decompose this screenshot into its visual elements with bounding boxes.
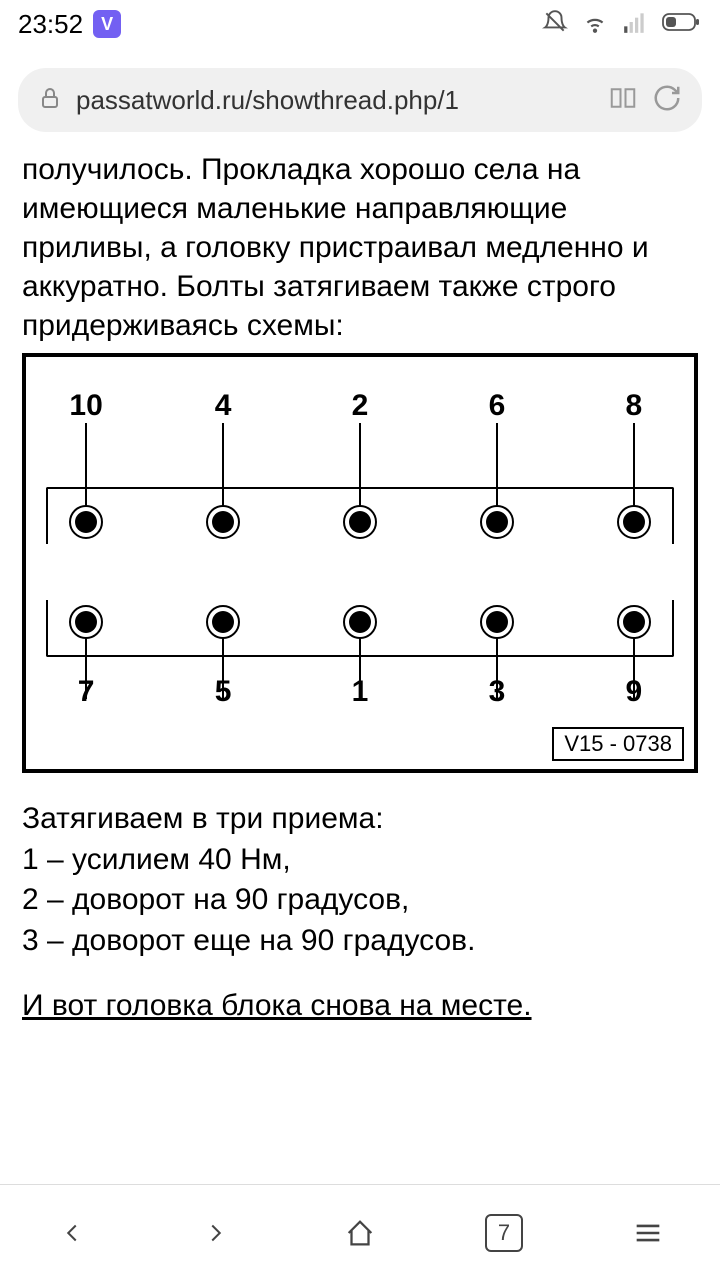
status-bar: 23:52 V (0, 0, 720, 48)
status-right (542, 9, 702, 40)
diagram-code: V15 - 0738 (552, 727, 684, 761)
leader-line (222, 423, 224, 507)
lock-icon (38, 86, 62, 115)
menu-button[interactable] (626, 1211, 670, 1255)
bolt-5 (206, 605, 240, 639)
step-1: 1 – усилием 40 Нм, (22, 840, 698, 881)
tabs-button[interactable]: 7 (482, 1211, 526, 1255)
step-3: 3 – доворот еще на 90 градусов. (22, 921, 698, 962)
leader-line (633, 423, 635, 507)
paragraph-1: получилось. Прокладка хорошо села на име… (22, 150, 698, 345)
bolt-8 (617, 505, 651, 539)
bolt-label-9: 9 (626, 675, 643, 709)
signal-icon (622, 9, 648, 40)
leader-line (85, 423, 87, 507)
mute-icon (542, 9, 568, 40)
bolt-2 (343, 505, 377, 539)
bolt-diagram: 10 7 4 5 2 1 6 3 8 9 V15 - 0738 (22, 353, 698, 773)
steps-title: Затягиваем в три приема: (22, 799, 698, 840)
nav-bar: 7 (0, 1184, 720, 1280)
url-text: passatworld.ru/showthread.php/1 (76, 85, 594, 116)
bolt-label-4: 4 (215, 389, 232, 423)
bolt-6 (480, 505, 514, 539)
leader-line (496, 423, 498, 507)
bolt-label-2: 2 (352, 389, 369, 423)
step-2: 2 – доворот на 90 градусов, (22, 880, 698, 921)
home-button[interactable] (338, 1211, 382, 1255)
bolt-4 (206, 505, 240, 539)
bolt-label-10: 10 (69, 389, 102, 423)
bolt-1 (343, 605, 377, 639)
final-paragraph: И вот головка блока снова на месте. (22, 989, 698, 1023)
status-left: 23:52 V (18, 9, 121, 40)
url-bar[interactable]: passatworld.ru/showthread.php/1 (18, 68, 702, 132)
viber-icon: V (93, 10, 121, 38)
bolt-label-1: 1 (352, 675, 369, 709)
bolt-10 (69, 505, 103, 539)
steps: Затягиваем в три приема: 1 – усилием 40 … (22, 799, 698, 961)
bolt-label-8: 8 (626, 389, 643, 423)
bolt-3 (480, 605, 514, 639)
bolt-label-3: 3 (489, 675, 506, 709)
battery-icon (662, 12, 702, 37)
bolt-label-7: 7 (78, 675, 95, 709)
bolt-label-5: 5 (215, 675, 232, 709)
reader-mode-icon[interactable] (608, 83, 638, 118)
wifi-icon (582, 9, 608, 40)
leader-line (359, 423, 361, 507)
page-content: получилось. Прокладка хорошо села на име… (0, 140, 720, 1023)
bolt-label-6: 6 (489, 389, 506, 423)
forward-button[interactable] (194, 1211, 238, 1255)
back-button[interactable] (50, 1211, 94, 1255)
reload-icon[interactable] (652, 83, 682, 118)
tab-count: 7 (485, 1214, 523, 1252)
bolt-9 (617, 605, 651, 639)
status-time: 23:52 (18, 9, 83, 40)
bolt-7 (69, 605, 103, 639)
